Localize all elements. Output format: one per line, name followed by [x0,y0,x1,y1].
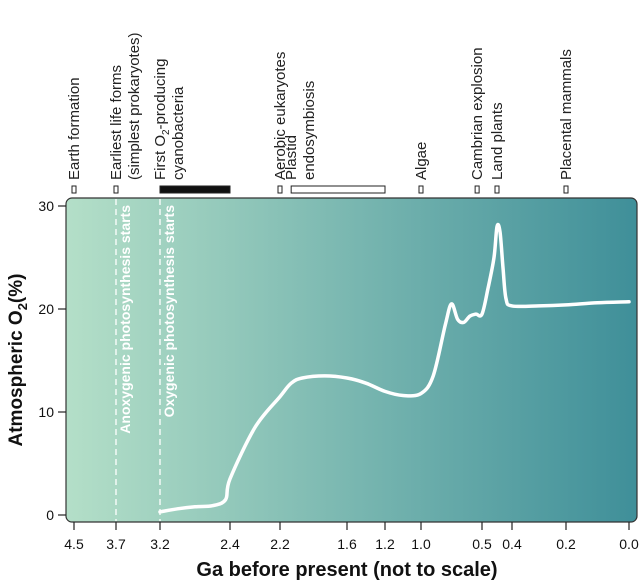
x-tick-label: 3.7 [106,536,126,552]
y-axis-title-subscript: 2 [15,303,30,310]
vertical-marker-label: Anoxygenic photosynthesis starts [117,205,133,434]
event-bar [418,185,424,194]
data-point [301,377,304,379]
event-bar [71,185,77,194]
event-label: Cambrian explosion [469,47,486,180]
y-tick-label: 20 [38,301,54,317]
x-tick-label: 0.2 [556,536,576,552]
data-point [496,225,498,228]
event-label: Plastid [283,135,300,180]
data-point [224,498,227,501]
data-point [502,267,504,269]
x-tick-label: 0.5 [472,536,492,552]
data-point [290,382,293,385]
data-point [511,305,513,307]
event-label: endosymbiosis [301,81,318,180]
x-tick-label: 0.0 [619,536,639,552]
event-timeline: Earth formation Earliest life forms (simpl… [66,32,575,194]
data-point [254,426,256,429]
plot-area [65,197,638,523]
data-point [346,377,348,379]
x-tick-label: 1.6 [337,536,357,552]
data-point [456,318,459,321]
data-point [420,392,422,395]
y-axis: 0 10 20 30 [38,198,66,523]
data-point [159,511,161,513]
data-point [462,321,465,324]
data-point [505,297,507,300]
vertical-marker-label: Oxygenic photosynthesis starts [161,205,177,418]
event-bar [474,185,480,194]
data-point [384,390,386,393]
x-tick-label: 3.2 [150,536,170,552]
x-axis-title: Ga before present (not to scale) [196,559,497,581]
event-bar [563,185,569,194]
data-point [487,287,489,290]
data-point [279,395,281,398]
y-axis-title: Atmospheric O2(%) [6,274,30,447]
x-tick-label: 4.5 [64,536,84,552]
event-bar [277,185,283,194]
data-point [481,313,483,315]
event-bar [159,185,231,194]
event-label: Aerobic eukaryotes [272,52,289,180]
data-point [176,508,179,510]
event-label: Land plants [489,102,506,180]
data-point [444,323,447,326]
x-tick-label: 1.0 [411,536,431,552]
data-point [469,315,471,318]
event-label: (simplest prokaryotes) [126,32,143,180]
data-point [538,305,540,307]
x-tick-label: 0.4 [502,536,522,552]
data-point [493,256,495,259]
data-point [596,302,599,304]
x-tick-label: 2.2 [270,536,290,552]
event-label: Placental mammals [558,49,575,180]
data-point [323,375,326,377]
event-label: Algae [413,142,430,180]
data-line-layer [158,222,631,514]
x-tick-label: 1.2 [375,536,395,552]
event-bar [494,185,500,194]
data-point [194,506,196,508]
x-tick-label: 2.4 [220,536,240,552]
data-point [628,301,630,303]
x-axis: 4.5 3.7 3.2 2.4 2.2 1.6 1.2 1.0 0.5 0.4 0.2 0.0 [64,522,639,552]
y-axis-title-main: Atmospheric O [6,310,27,446]
data-point [565,304,567,306]
event-label: Earliest life forms [108,65,125,180]
event-label: Earth formation [66,77,83,180]
data-point [211,504,214,507]
event-label: cyanobacteria [170,86,187,180]
y-tick-label: 0 [46,507,54,523]
data-point [229,478,231,480]
data-point [475,313,477,315]
data-point [365,382,367,385]
event-label: First O2-producing [152,59,172,180]
data-point [402,394,404,397]
vertical-markers: Anoxygenic photosynthesis starts Oxygenic… [115,199,177,521]
y-axis-title-tail: (%) [6,274,27,304]
data-point [450,303,453,305]
data-point [499,231,501,233]
event-bar [113,185,119,194]
y-tick-label: 10 [38,404,54,420]
data-point [432,375,435,377]
y-tick-label: 30 [38,198,54,214]
event-bar [290,185,386,194]
